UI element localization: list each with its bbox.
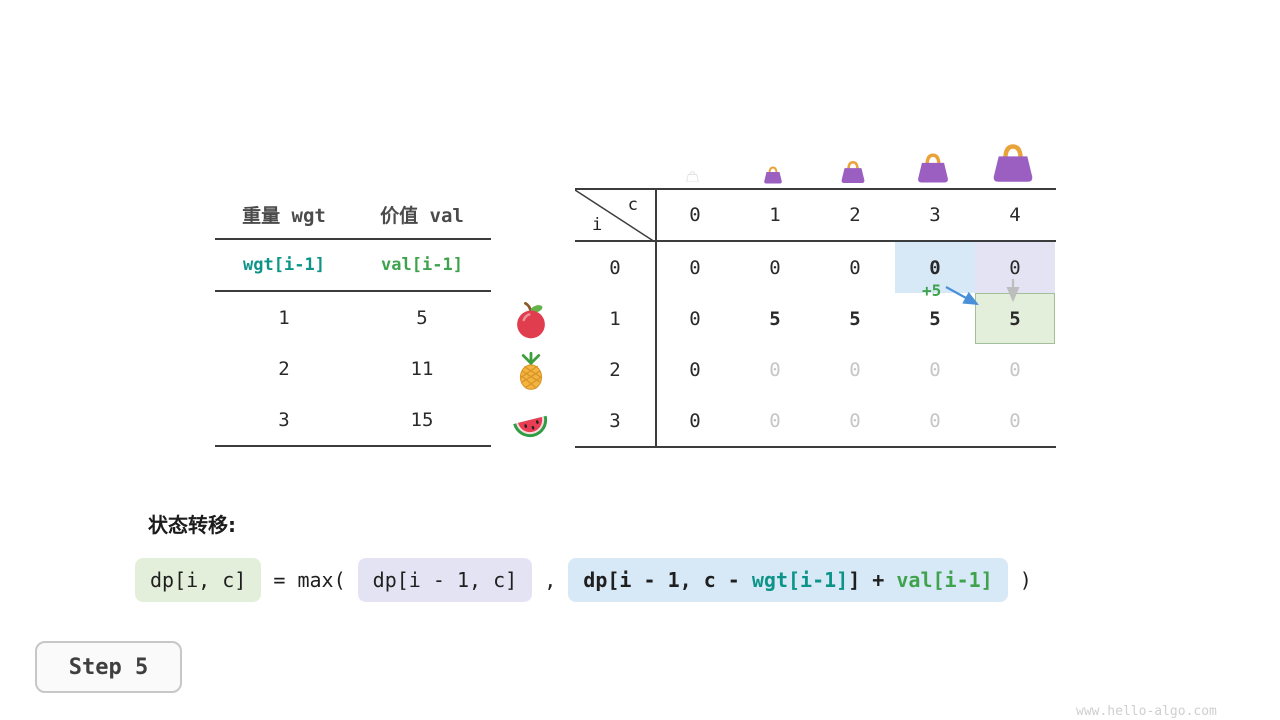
weights-body: 1 5 2 11 3 15: [215, 292, 491, 447]
dp-cell-0-2: 0: [849, 256, 861, 279]
step-indicator[interactable]: Step 5: [35, 641, 182, 693]
dp-col-header-1: 1: [769, 204, 781, 226]
bag-capacity-4-icon: [991, 141, 1035, 183]
wgt-value-1: 2: [278, 357, 290, 380]
formula-segment: wgt[i-1]: [751, 568, 849, 592]
corner-diagonal-line: [575, 190, 655, 242]
dp-vertical-divider: [655, 190, 657, 446]
formula-box-green: dp[i, c]: [135, 558, 262, 602]
weights-row-1: 2 11: [215, 343, 491, 394]
dp-row-1: 1 0 5 5 5 5: [575, 293, 1056, 344]
weights-row-2: 3 15: [215, 394, 491, 445]
bag-capacity-0-icon: [686, 170, 699, 183]
dp-cell-3-1: 0: [769, 409, 781, 432]
wgt-value-0: 1: [278, 306, 290, 329]
wgt-value-2: 3: [278, 408, 290, 431]
dp-row-3: 3 0 0 0 0 0: [575, 395, 1056, 446]
dp-col-header-3: 3: [929, 204, 941, 226]
corner-label-i: i: [592, 215, 603, 235]
dp-row-label-0: 0: [609, 256, 621, 279]
bag-capacity-2-icon: [840, 159, 866, 184]
dp-cell-0-4: 0: [975, 242, 1055, 293]
dp-cell-2-3: 0: [929, 358, 941, 381]
dp-cell-3-0: 0: [689, 409, 701, 432]
dp-cell-1-4: 5: [975, 293, 1055, 344]
wgt-var-label: wgt[i-1]: [243, 255, 325, 275]
dp-col-header-0: 0: [689, 204, 701, 226]
dp-cell-1-2: 5: [849, 307, 861, 330]
weights-table-header: 重量 wgt 价值 val: [215, 190, 491, 240]
dp-cell-2-4: 0: [1009, 358, 1021, 381]
dp-cell-0-3: 0: [895, 242, 975, 293]
formula-segment: dp[i - 1, c -: [583, 568, 752, 592]
formula-text: ): [1007, 568, 1032, 592]
formula-box-blue: dp[i - 1, c - wgt[i-1]] + val[i-1]: [568, 558, 1008, 602]
dp-corner-cell: c i: [575, 190, 655, 242]
dp-row-2: 2 0 0 0 0 0: [575, 344, 1056, 395]
bag-capacity-1-icon: [763, 165, 783, 184]
transition-title: 状态转移:: [148, 513, 236, 537]
weight-column-header: 重量 wgt: [242, 204, 326, 227]
dp-cell-0-0: 0: [689, 256, 701, 279]
bag-capacity-3-icon: [916, 151, 950, 183]
plus-five-annotation: +5: [922, 281, 942, 300]
transition-formula: dp[i, c] = max( dp[i - 1, c] , dp[i - 1,…: [135, 558, 1032, 602]
formula-text: = max(: [261, 568, 358, 592]
pineapple-icon: [511, 351, 551, 391]
dp-col-header-2: 2: [849, 204, 861, 226]
dp-cell-3-3: 0: [929, 409, 941, 432]
apple-icon: [511, 300, 551, 340]
dp-cell-2-2: 0: [849, 358, 861, 381]
dp-cell-3-2: 0: [849, 409, 861, 432]
dp-cell-2-0: 0: [689, 358, 701, 381]
val-value-2: 15: [410, 408, 434, 431]
formula-segment: ] +: [848, 568, 897, 592]
step-label: Step 5: [68, 654, 149, 680]
weights-values-table: 重量 wgt 价值 val wgt[i-1] val[i-1] 1 5 2 11 3 15: [215, 190, 491, 447]
dp-col-headers: 0 1 2 3 4: [655, 190, 1055, 240]
dp-cell-0-1: 0: [769, 256, 781, 279]
dp-cell-1-1: 5: [769, 307, 781, 330]
formula-text: ,: [532, 568, 569, 592]
value-column-header: 价值 val: [380, 204, 464, 227]
formula-segment: val[i-1]: [896, 568, 993, 592]
dp-col-header-4: 4: [1009, 204, 1021, 226]
weights-var-row: wgt[i-1] val[i-1]: [215, 240, 491, 292]
dp-header-row: c i 0 1 2 3 4: [575, 190, 1056, 242]
dp-cell-3-4: 0: [1009, 409, 1021, 432]
dp-cell-2-1: 0: [769, 358, 781, 381]
dp-row-label-2: 2: [609, 358, 621, 381]
val-value-1: 11: [410, 357, 434, 380]
watermelon-icon: [511, 402, 551, 442]
formula-box-purple: dp[i - 1, c]: [357, 558, 533, 602]
dp-cell-1-0: 0: [689, 307, 701, 330]
dp-row-label-1: 1: [609, 307, 621, 330]
dp-row-label-3: 3: [609, 409, 621, 432]
dp-cell-1-3: 5: [929, 307, 941, 330]
val-var-label: val[i-1]: [381, 255, 463, 275]
val-value-0: 5: [416, 306, 428, 329]
watermark: www.hello-algo.com: [1076, 704, 1217, 719]
corner-label-c: c: [627, 195, 638, 215]
